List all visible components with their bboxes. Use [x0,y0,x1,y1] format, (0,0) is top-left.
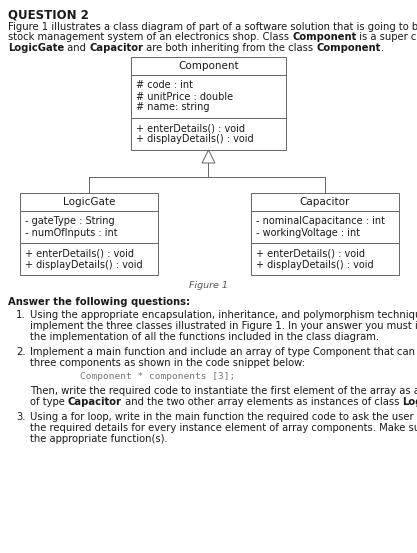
Text: Component: Component [292,33,357,43]
Text: the appropriate function(s).: the appropriate function(s). [30,434,168,444]
Text: implement the three classes illustrated in Figure 1. In your answer you must inc: implement the three classes illustrated … [30,321,417,331]
Text: + displayDetails() : void: + displayDetails() : void [136,134,254,144]
Text: are both inheriting from the class: are both inheriting from the class [143,43,317,53]
Text: Capacitor: Capacitor [89,43,143,53]
Text: Capacitor: Capacitor [68,397,122,407]
Text: of type: of type [30,397,68,407]
Text: the required details for every instance element of array components. Make sure t: the required details for every instance … [30,423,417,433]
Text: # name: string: # name: string [136,102,209,112]
Text: - numOfInputs : int: - numOfInputs : int [25,227,118,237]
Text: Answer the following questions:: Answer the following questions: [8,297,190,307]
Bar [20,193,158,275]
Text: + enterDetails() : void: + enterDetails() : void [25,248,134,258]
Text: Using the appropriate encapsulation, inheritance, and polymorphism techniques,: Using the appropriate encapsulation, inh… [30,310,417,321]
Text: Figure 1: Figure 1 [189,281,228,290]
Bar [251,193,399,275]
Text: .: . [381,43,384,53]
Text: 2.: 2. [16,347,25,357]
Text: stock management system of an electronics shop. Class: stock management system of an electronic… [8,33,292,43]
Text: # code : int: # code : int [136,81,193,91]
Text: LogicGate: LogicGate [402,397,417,407]
Text: Figure 1 illustrates a class diagram of part of a software solution that is goin: Figure 1 illustrates a class diagram of … [8,22,417,32]
Text: Using a for loop, write in the main function the required code to ask the user t: Using a for loop, write in the main func… [30,413,417,422]
Text: Capacitor: Capacitor [300,197,350,207]
Text: and: and [64,43,89,53]
Text: 1.: 1. [16,310,25,321]
Text: 3.: 3. [16,413,25,422]
Text: LogicGate: LogicGate [8,43,64,53]
Text: Implement a main function and include an array of type Component that can store: Implement a main function and include an… [30,347,417,357]
Text: - gateType : String: - gateType : String [25,217,115,227]
Bar [131,57,286,150]
Text: - workingVoltage : int: - workingVoltage : int [256,227,360,237]
Text: + enterDetails() : void: + enterDetails() : void [256,248,365,258]
Text: Component: Component [178,61,239,71]
Text: + displayDetails() : void: + displayDetails() : void [256,259,374,269]
Text: three components as shown in the code snippet below:: three components as shown in the code sn… [30,357,305,368]
Text: Then, write the required code to instantiate the first element of the array as a: Then, write the required code to instant… [30,387,417,397]
Text: # unitPrice : double: # unitPrice : double [136,91,233,102]
Text: Component: Component [317,43,381,53]
Text: is a super class. Classes: is a super class. Classes [357,33,417,43]
Text: LogicGate: LogicGate [63,197,115,207]
Polygon shape [202,150,215,163]
Text: + enterDetails() : void: + enterDetails() : void [136,123,245,133]
Text: QUESTION 2: QUESTION 2 [8,8,89,21]
Text: Component * components [3];: Component * components [3]; [80,372,235,381]
Text: - nominalCapacitance : int: - nominalCapacitance : int [256,217,385,227]
Text: the implementation of all the functions included in the class diagram.: the implementation of all the functions … [30,331,379,342]
Text: and the two other array elements as instances of class: and the two other array elements as inst… [122,397,402,407]
Text: + displayDetails() : void: + displayDetails() : void [25,259,143,269]
